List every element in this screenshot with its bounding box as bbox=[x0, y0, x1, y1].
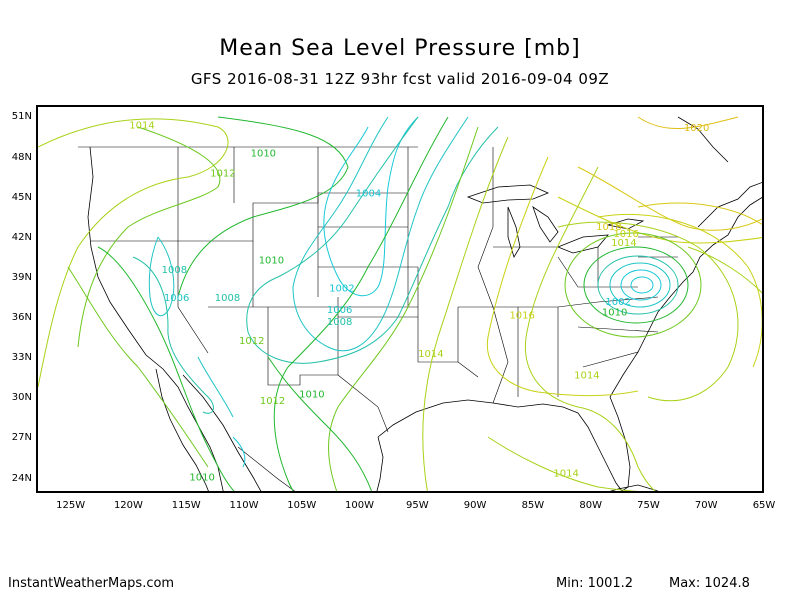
isobar-line bbox=[292, 116, 469, 352]
lon-label: 75W bbox=[637, 500, 660, 511]
isobar-line bbox=[557, 196, 762, 244]
contour-label: 1002 bbox=[605, 297, 630, 308]
isobar-line bbox=[328, 126, 479, 491]
coastlines bbox=[87, 116, 762, 491]
contour-label: 1018 bbox=[596, 222, 621, 233]
contour-label: 1010 bbox=[251, 149, 276, 160]
isobar-line bbox=[487, 436, 639, 491]
isobar-line bbox=[38, 118, 229, 388]
isobar-line bbox=[323, 116, 419, 297]
isobar-line bbox=[232, 436, 246, 468]
isobar-line bbox=[67, 266, 209, 468]
map-title: Mean Sea Level Pressure [mb] bbox=[219, 36, 581, 61]
lon-label: 85W bbox=[521, 500, 545, 511]
site-credit: InstantWeatherMaps.com bbox=[8, 576, 175, 591]
lon-label: 105W bbox=[287, 500, 317, 511]
contour-label: 1006 bbox=[164, 293, 189, 304]
isobar-line bbox=[583, 246, 689, 324]
lon-label: 115W bbox=[171, 500, 201, 511]
contour-label: 1004 bbox=[356, 189, 381, 200]
isobar-line bbox=[524, 166, 656, 491]
lon-label: 90W bbox=[463, 500, 487, 511]
contour-label: 1010 bbox=[299, 389, 324, 400]
lon-label: 70W bbox=[694, 500, 718, 511]
lon-label: 80W bbox=[579, 500, 602, 511]
contour-label: 1012 bbox=[210, 169, 235, 180]
isobar-line bbox=[267, 356, 372, 491]
isobar-line bbox=[197, 356, 234, 418]
lat-label: 36N bbox=[11, 312, 32, 324]
contour-label: 1020 bbox=[684, 123, 709, 134]
isobar-line bbox=[177, 116, 349, 298]
lat-label: 30N bbox=[11, 392, 32, 404]
isobar-line bbox=[273, 116, 449, 491]
lat-label: 42N bbox=[11, 231, 32, 243]
isobar-line bbox=[148, 236, 175, 317]
contour-label: 1014 bbox=[418, 349, 443, 360]
isobar-line bbox=[132, 256, 214, 414]
isobars bbox=[38, 116, 762, 491]
contour-label: 1002 bbox=[329, 284, 354, 295]
contour-label: 1010 bbox=[189, 472, 214, 483]
lon-label: 120W bbox=[113, 500, 143, 511]
contour-label: 1012 bbox=[260, 396, 285, 407]
contour-label: 1008 bbox=[215, 293, 240, 304]
state-borders bbox=[78, 146, 678, 491]
lat-label: 24N bbox=[11, 472, 32, 484]
contour-label: 1016 bbox=[509, 310, 534, 321]
contour-label: 1008 bbox=[327, 317, 352, 328]
isobar-line bbox=[597, 214, 762, 368]
min-pressure: Min: 1001.2 bbox=[556, 576, 634, 591]
map-subtitle: GFS 2016-08-31 12Z 93hr fcst valid 2016-… bbox=[190, 70, 610, 88]
contour-label: 1014 bbox=[611, 238, 636, 249]
contour-label: 1008 bbox=[162, 265, 187, 276]
lon-label: 65W bbox=[752, 500, 776, 511]
lon-label: 95W bbox=[406, 500, 429, 511]
isobar-line bbox=[577, 166, 762, 231]
isobar-line bbox=[77, 126, 221, 348]
isobar-line bbox=[609, 262, 671, 308]
lat-label: 45N bbox=[11, 191, 32, 203]
isobar-line bbox=[246, 116, 499, 364]
lat-label: 33N bbox=[11, 352, 32, 364]
isobar-line bbox=[630, 276, 654, 294]
lon-label: 125W bbox=[56, 500, 86, 511]
contour-label: 1016 bbox=[613, 229, 638, 240]
isobar-line bbox=[620, 269, 662, 301]
contour-label: 1014 bbox=[129, 120, 154, 131]
lat-label: 27N bbox=[11, 432, 32, 444]
lat-label: 39N bbox=[11, 271, 32, 283]
isobar-line bbox=[564, 232, 702, 338]
lat-label: 48N bbox=[11, 151, 32, 163]
max-pressure: Max: 1024.8 bbox=[669, 576, 750, 591]
isobar-line bbox=[687, 246, 762, 294]
lon-label: 110W bbox=[229, 500, 259, 511]
isobar-line bbox=[486, 156, 639, 397]
isobar-line bbox=[597, 255, 679, 315]
isobar-line bbox=[637, 202, 762, 226]
lon-label: 100W bbox=[345, 500, 375, 511]
isobar-line bbox=[637, 116, 739, 129]
contour-label: 1006 bbox=[327, 305, 352, 316]
isobar-line bbox=[97, 246, 235, 491]
contour-label: 1012 bbox=[239, 336, 264, 347]
contour-label: 1010 bbox=[259, 256, 284, 267]
isobar-line bbox=[557, 221, 739, 402]
contour-label: 1014 bbox=[553, 468, 578, 479]
lat-label: 51N bbox=[11, 111, 32, 123]
contour-label: 1010 bbox=[602, 308, 627, 319]
contour-label: 1014 bbox=[574, 371, 599, 382]
isobar-line bbox=[422, 136, 509, 491]
pressure-map: 1014 1010 1012 1004 1008 1010 1006 1008 1002 1006… bbox=[36, 105, 764, 493]
